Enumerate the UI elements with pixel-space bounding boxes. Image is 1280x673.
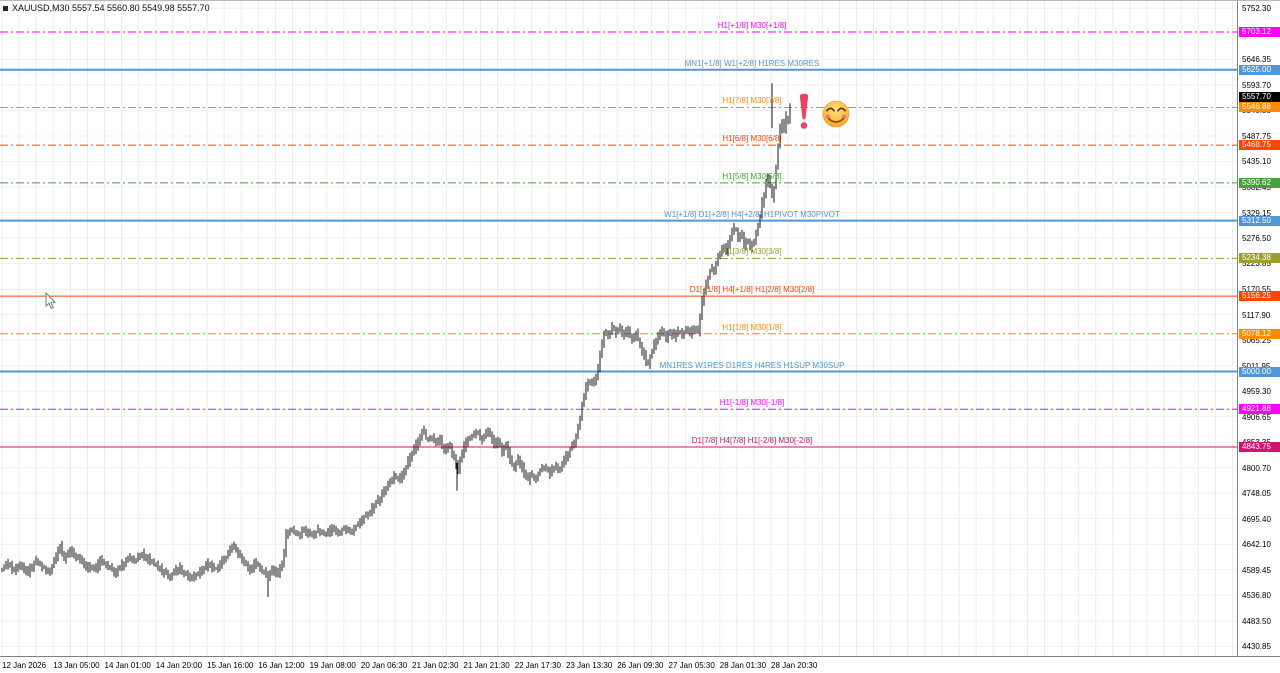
- chart-title: XAUUSD,M30 5557.54 5560.80 5549.98 5557.…: [3, 3, 210, 13]
- chart-area[interactable]: XAUUSD,M30 5557.54 5560.80 5549.98 5557.…: [0, 1, 1237, 656]
- level-price-box: 5468.75: [1239, 140, 1280, 151]
- level-label: H1[6/8] M30[6/8]: [722, 134, 782, 144]
- level-label: MN1[+1/8] W1[+2/8] H1RES M30RES: [684, 58, 820, 68]
- price-tick-label: 4748.05: [1242, 489, 1271, 499]
- level-price-box: 5390.62: [1239, 177, 1280, 188]
- time-tick-label: 16 Jan 12:00: [258, 661, 305, 670]
- time-tick-label: 14 Jan 01:00: [104, 661, 151, 670]
- price-axis[interactable]: 5752.305699.655646.355593.705540.805487.…: [1237, 1, 1280, 656]
- price-tick-label: 5487.75: [1242, 131, 1271, 141]
- price-tick-label: 5011.95: [1242, 362, 1270, 371]
- price-tick-label: 5646.35: [1242, 55, 1271, 65]
- time-tick-label: 21 Jan 21:30: [463, 661, 510, 670]
- level-price-box: 4921.88: [1239, 404, 1280, 415]
- level-label: H1[-1/8] M30[-1/8]: [719, 398, 785, 408]
- time-tick-label: 19 Jan 08:00: [309, 661, 356, 670]
- price-tick-label: 5329.15: [1242, 208, 1271, 218]
- price-tick-label: 4906.65: [1242, 412, 1271, 422]
- price-tick-label: 4959.30: [1242, 387, 1271, 397]
- level-label: H1[7/8] M30[7/8]: [722, 96, 782, 106]
- time-tick-label: 20 Jan 06:30: [360, 661, 408, 670]
- chart-title-text: XAUUSD,M30 5557.54 5560.80 5549.98 5557.…: [12, 3, 210, 13]
- time-tick-label: 28 Jan 20:30: [771, 661, 818, 670]
- level-label: D1[7/8] H4[7/8] H1[-2/8] M30[-2/8]: [691, 435, 813, 445]
- level-price-box: 5000.00: [1239, 366, 1280, 377]
- level-price-box: 5703.12: [1239, 26, 1280, 37]
- time-axis[interactable]: 12 Jan 2026 13 Jan 05:00 14 Jan 01:00 14 Ja…: [0, 656, 1280, 673]
- smiling-face-emoji[interactable]: [822, 100, 850, 128]
- time-tick-label: 14 Jan 20:00: [155, 661, 203, 670]
- price-tick-label: 4430.85: [1242, 642, 1271, 652]
- level-label: H1[3/8] M30[3/8]: [722, 247, 782, 257]
- exclamation-annotation[interactable]: [799, 93, 809, 129]
- time-tick-label: 23 Jan 13:30: [565, 661, 613, 670]
- price-tick-label: 4536.80: [1242, 591, 1271, 601]
- mouse-cursor: [45, 292, 57, 310]
- price-tick-label: 5435.10: [1242, 157, 1271, 167]
- level-price-box: 5156.25: [1239, 291, 1280, 302]
- price-tick-label: 5752.30: [1242, 4, 1271, 14]
- time-tick-label: 21 Jan 02:30: [412, 661, 459, 670]
- current-price-box: 5557.70: [1239, 92, 1280, 103]
- price-chart-canvas[interactable]: [0, 1, 1237, 656]
- level-label: H1[+1/8] M30[+1/8]: [717, 20, 787, 30]
- price-tick-label: 5276.50: [1242, 234, 1271, 243]
- price-tick-label: 4642.10: [1242, 540, 1271, 550]
- time-tick-label: 27 Jan 05:30: [668, 661, 715, 670]
- time-tick-label: 12 Jan 2026: [2, 661, 47, 670]
- level-price-box: 4843.75: [1239, 441, 1280, 452]
- level-label: H1[5/8] M30[5/8]: [722, 171, 782, 181]
- price-tick-label: 5593.70: [1242, 80, 1271, 90]
- level-label: MN1RES W1RES D1RES H4RES H1SUP M30SUP: [659, 360, 845, 370]
- price-tick-label: 5065.25: [1242, 336, 1271, 346]
- level-price-box: 5234.38: [1239, 253, 1280, 264]
- price-tick-label: 4589.45: [1242, 565, 1271, 575]
- level-price-box: 5546.88: [1239, 102, 1280, 113]
- time-tick-label: 26 Jan 09:30: [617, 661, 664, 670]
- level-price-box: 5078.12: [1239, 328, 1280, 339]
- price-tick-label: 4695.40: [1242, 514, 1271, 524]
- level-label: D1[+1/8] H4[+1/8] H1[2/8] M30[2/8]: [689, 285, 815, 295]
- symbol-marker-icon: [3, 5, 8, 11]
- level-price-box: 5312.50: [1239, 215, 1280, 226]
- level-label: W1[+1/8] D1[+2/8] H4[+2/8] H1PIVOT M30PI…: [664, 209, 840, 219]
- time-tick-label: 15 Jan 16:00: [207, 661, 254, 670]
- level-label: H1[1/8] M30[1/8]: [722, 322, 782, 332]
- price-tick-label: 5223.85: [1242, 259, 1271, 269]
- price-tick-label: 4800.70: [1242, 463, 1271, 473]
- time-tick-label: 13 Jan 05:00: [53, 661, 100, 670]
- price-tick-label: 4483.50: [1242, 616, 1271, 626]
- time-tick-label: 28 Jan 01:30: [719, 661, 767, 670]
- price-tick-label: 5170.55: [1242, 285, 1271, 295]
- time-tick-label: 22 Jan 17:30: [514, 661, 561, 670]
- price-tick-label: 5117.90: [1242, 310, 1271, 320]
- level-price-box: 5625.00: [1239, 64, 1280, 75]
